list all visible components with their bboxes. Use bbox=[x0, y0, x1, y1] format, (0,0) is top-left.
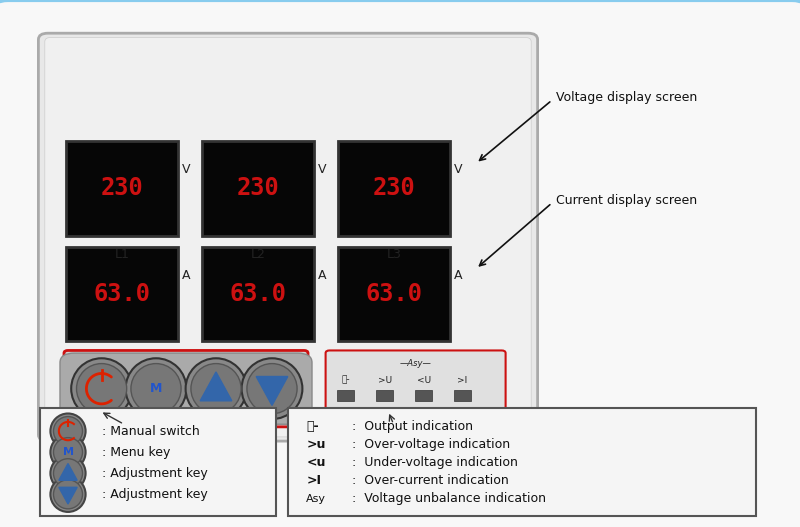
FancyBboxPatch shape bbox=[326, 350, 506, 427]
Ellipse shape bbox=[191, 364, 241, 414]
FancyBboxPatch shape bbox=[60, 353, 312, 424]
Ellipse shape bbox=[247, 364, 297, 414]
Ellipse shape bbox=[50, 477, 86, 512]
Text: TVPS2-63: TVPS2-63 bbox=[414, 409, 457, 418]
Text: <u: <u bbox=[306, 456, 326, 469]
Text: : Manual switch: : Manual switch bbox=[102, 425, 199, 437]
Polygon shape bbox=[59, 464, 77, 480]
FancyBboxPatch shape bbox=[40, 408, 276, 516]
Text: L2: L2 bbox=[250, 248, 266, 261]
Text: M: M bbox=[150, 382, 162, 395]
Ellipse shape bbox=[50, 456, 86, 491]
Text: V: V bbox=[454, 163, 463, 177]
Text: :  Over-voltage indication: : Over-voltage indication bbox=[352, 438, 510, 451]
Text: >I: >I bbox=[306, 474, 322, 487]
Text: L3: L3 bbox=[386, 248, 402, 261]
FancyBboxPatch shape bbox=[454, 390, 471, 401]
FancyBboxPatch shape bbox=[45, 37, 531, 437]
Text: V: V bbox=[318, 163, 327, 177]
Text: A: A bbox=[182, 269, 191, 282]
Ellipse shape bbox=[71, 358, 132, 419]
Text: —Asy—: —Asy— bbox=[400, 359, 431, 368]
Text: 63.0: 63.0 bbox=[366, 282, 422, 306]
Ellipse shape bbox=[131, 364, 181, 414]
Text: ⍼-: ⍼- bbox=[342, 376, 350, 385]
Text: Asy: Asy bbox=[306, 494, 326, 503]
Text: >u: >u bbox=[306, 438, 326, 451]
FancyBboxPatch shape bbox=[414, 390, 432, 401]
FancyBboxPatch shape bbox=[64, 350, 308, 427]
Text: 230: 230 bbox=[101, 177, 143, 200]
Text: CE: CE bbox=[483, 408, 496, 418]
FancyBboxPatch shape bbox=[337, 390, 354, 401]
Ellipse shape bbox=[54, 480, 82, 509]
Text: 230: 230 bbox=[237, 177, 279, 200]
FancyBboxPatch shape bbox=[338, 141, 450, 236]
Text: 230: 230 bbox=[101, 177, 143, 200]
FancyBboxPatch shape bbox=[66, 247, 178, 341]
Text: 63.0: 63.0 bbox=[230, 282, 286, 306]
Text: :  Over-current indication: : Over-current indication bbox=[352, 474, 509, 487]
Text: >U: >U bbox=[378, 376, 392, 385]
Ellipse shape bbox=[186, 358, 246, 419]
Ellipse shape bbox=[54, 437, 82, 467]
Text: ⍼-: ⍼- bbox=[306, 421, 319, 433]
Ellipse shape bbox=[50, 435, 86, 470]
FancyBboxPatch shape bbox=[376, 390, 394, 401]
Text: 63.0: 63.0 bbox=[94, 282, 150, 306]
Text: 230: 230 bbox=[237, 177, 279, 200]
FancyBboxPatch shape bbox=[202, 141, 314, 236]
FancyBboxPatch shape bbox=[338, 247, 450, 341]
FancyBboxPatch shape bbox=[288, 408, 756, 516]
Ellipse shape bbox=[54, 458, 82, 488]
Text: A: A bbox=[318, 269, 327, 282]
Text: 63.0: 63.0 bbox=[94, 282, 150, 306]
Text: Voltage display screen: Voltage display screen bbox=[556, 91, 698, 104]
Text: 63.0: 63.0 bbox=[230, 282, 286, 306]
Text: TAXNELE: TAXNELE bbox=[339, 408, 388, 418]
FancyBboxPatch shape bbox=[202, 247, 314, 341]
Text: 230: 230 bbox=[373, 177, 415, 200]
Text: 230: 230 bbox=[373, 177, 415, 200]
Text: : Adjustment key: : Adjustment key bbox=[102, 488, 207, 501]
Ellipse shape bbox=[77, 364, 126, 414]
Ellipse shape bbox=[54, 416, 82, 446]
Text: L1: L1 bbox=[114, 248, 130, 261]
Text: V: V bbox=[182, 163, 191, 177]
Polygon shape bbox=[200, 372, 232, 401]
Ellipse shape bbox=[242, 358, 302, 419]
Text: >I: >I bbox=[458, 376, 468, 385]
Text: : Menu key: : Menu key bbox=[102, 446, 170, 458]
Text: 63.0: 63.0 bbox=[366, 282, 422, 306]
Text: :  Output indication: : Output indication bbox=[352, 421, 473, 433]
Text: <U: <U bbox=[417, 376, 430, 385]
Text: : Adjustment key: : Adjustment key bbox=[102, 467, 207, 480]
Text: A: A bbox=[454, 269, 463, 282]
FancyBboxPatch shape bbox=[66, 141, 178, 236]
Ellipse shape bbox=[126, 358, 186, 419]
Text: :  Voltage unbalance indication: : Voltage unbalance indication bbox=[352, 492, 546, 505]
Ellipse shape bbox=[50, 414, 86, 448]
Text: Current display screen: Current display screen bbox=[556, 194, 697, 207]
Text: :  Under-voltage indication: : Under-voltage indication bbox=[352, 456, 518, 469]
Polygon shape bbox=[59, 487, 77, 504]
FancyBboxPatch shape bbox=[38, 33, 538, 441]
Text: M: M bbox=[62, 447, 74, 457]
Polygon shape bbox=[256, 376, 288, 405]
